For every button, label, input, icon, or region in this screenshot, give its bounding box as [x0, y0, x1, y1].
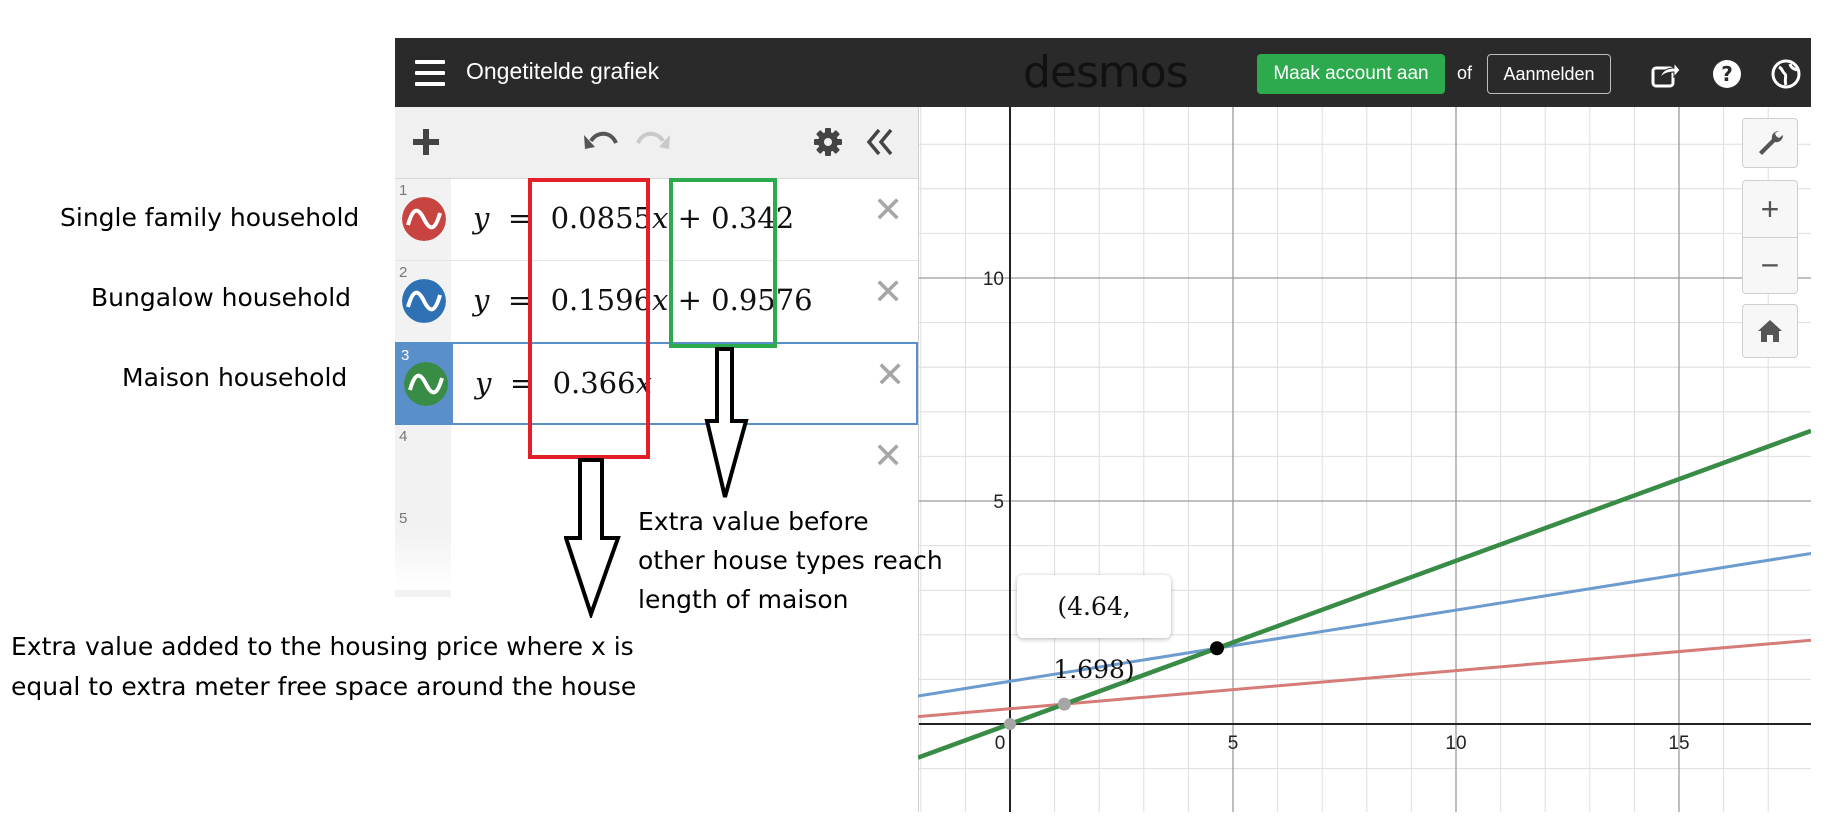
close-icon[interactable]: ✕: [873, 271, 904, 312]
intersection-point-bungalow: [1209, 641, 1224, 656]
y-tick-label: 5: [993, 492, 1004, 513]
expression-row-selected[interactable]: 3 y = 0.366x ✕: [395, 342, 918, 425]
graph-style-icon[interactable]: [402, 197, 446, 241]
svg-text:?: ?: [1721, 62, 1733, 86]
zoom-in-icon[interactable]: +: [1743, 181, 1797, 238]
slope-highlight-box: [528, 178, 650, 459]
expression-row-empty[interactable]: 4 ✕: [395, 425, 918, 508]
create-account-button[interactable]: Maak account aan: [1257, 54, 1445, 94]
zoom-out-icon[interactable]: −: [1760, 247, 1780, 283]
tick-labels: 0 5 10 15 5 10: [983, 269, 1690, 754]
expression-number: 3: [401, 347, 410, 364]
desmos-logo: desmos: [1023, 47, 1189, 98]
minor-gridlines: [918, 107, 1811, 812]
bungalow-line: [918, 551, 1811, 698]
intercept-explanation: Extra value before other house types rea…: [638, 507, 943, 614]
desmos-header: Ongetitelde grafiek desmos Maak account …: [395, 38, 1811, 107]
expression-row[interactable]: 1 y = 0.0855x + 0.342 ✕: [395, 179, 918, 261]
home-icon[interactable]: [1742, 304, 1798, 358]
expression-number: 2: [399, 264, 408, 281]
expression-formula[interactable]: y = 0.0855x + 0.342: [473, 201, 795, 235]
close-icon[interactable]: ✕: [873, 435, 904, 476]
settings-icon[interactable]: [813, 127, 843, 157]
annotation-single-family: Single family household: [60, 203, 360, 232]
annotation-bungalow: Bungalow household: [91, 283, 352, 312]
x-tick-label: 0: [995, 733, 1006, 754]
intersection-point-single: [1057, 697, 1071, 711]
y-tick-label: 10: [983, 269, 1004, 290]
redo-icon[interactable]: [635, 127, 671, 157]
x-tick-label: 15: [1668, 733, 1689, 754]
graph-style-icon[interactable]: [402, 279, 446, 323]
origin-point: [1004, 718, 1016, 730]
axes: [918, 107, 1811, 812]
annotation-maison: Maison household: [122, 363, 348, 392]
graph-title[interactable]: Ongetitelde grafiek: [466, 58, 660, 84]
collapse-icon[interactable]: [865, 127, 895, 157]
close-icon[interactable]: ✕: [875, 354, 906, 395]
undo-icon[interactable]: [583, 127, 619, 157]
x-tick-label: 10: [1445, 733, 1466, 754]
slope-explanation: Extra value added to the housing price w…: [11, 632, 637, 701]
list-fade: [395, 530, 918, 590]
expression-toolbar: [395, 107, 918, 179]
login-button[interactable]: Aanmelden: [1487, 54, 1611, 94]
share-icon[interactable]: [1650, 58, 1682, 90]
graph-style-icon[interactable]: [404, 362, 448, 406]
graph-background: [918, 107, 1811, 812]
x-tick-label: 5: [1228, 733, 1239, 754]
expression-number: 1: [399, 182, 408, 199]
intercept-highlight-box: [669, 178, 777, 348]
expression-row[interactable]: 2 y = 0.1596x + 0.9576 ✕: [395, 261, 918, 343]
intersection-label: (4.64, 1.698): [1017, 575, 1171, 684]
down-arrow-green: [704, 347, 749, 498]
down-arrow-red: [564, 458, 621, 618]
menu-icon[interactable]: [415, 60, 445, 86]
expression-number: 4: [399, 428, 408, 445]
close-icon[interactable]: ✕: [873, 189, 904, 230]
plot-points: [1004, 641, 1224, 730]
major-gridlines: [918, 107, 1811, 812]
expression-number: 5: [399, 510, 408, 527]
globe-icon[interactable]: [1770, 58, 1802, 90]
zoom-controls: + −: [1742, 180, 1798, 294]
add-icon[interactable]: [411, 127, 441, 157]
wrench-icon[interactable]: [1742, 118, 1798, 168]
or-label: of: [1457, 63, 1473, 83]
help-icon[interactable]: ?: [1711, 58, 1743, 90]
graph-canvas[interactable]: 0 5 10 15 5 10: [918, 107, 1811, 812]
